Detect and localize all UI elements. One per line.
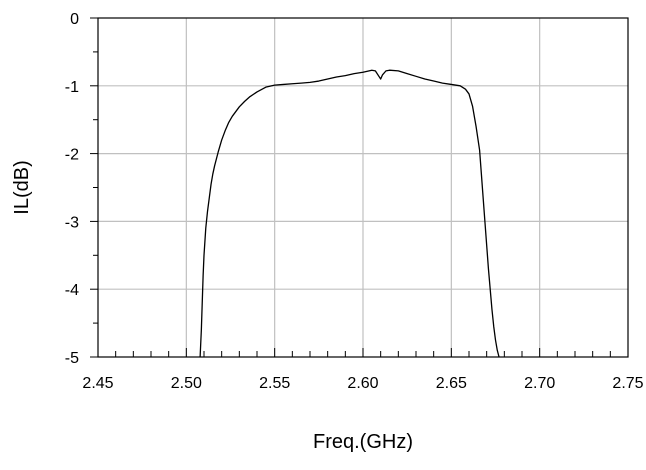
y-tick-label: -2 (65, 147, 79, 164)
y-tick-label: 0 (70, 11, 79, 28)
grid-layer (98, 18, 628, 357)
x-tick-label: 2.65 (436, 375, 467, 392)
x-axis-title: Freq.(GHz) (313, 431, 413, 453)
y-axis-title: IL(dB) (11, 160, 33, 214)
x-tick-label: 2.55 (259, 375, 290, 392)
y-tick-label: -3 (65, 214, 79, 231)
plot-frame (97, 17, 629, 358)
x-tick-labels: 2.45 2.50 2.55 2.60 2.65 2.70 2.75 (82, 375, 643, 392)
y-tick-label: -5 (65, 350, 79, 367)
x-tick-label: 2.70 (524, 375, 555, 392)
insertion-loss-curve (199, 69, 500, 358)
x-tick-label: 2.50 (171, 375, 202, 392)
x-tick-label: 2.75 (612, 375, 643, 392)
tick-layer (90, 17, 629, 358)
y-tick-labels: 0 -1 -2 -3 -4 -5 (65, 11, 79, 367)
y-tick-label: -4 (65, 282, 79, 299)
x-tick-label: 2.60 (347, 375, 378, 392)
y-tick-label: -1 (65, 79, 79, 96)
x-tick-label: 2.45 (82, 375, 113, 392)
